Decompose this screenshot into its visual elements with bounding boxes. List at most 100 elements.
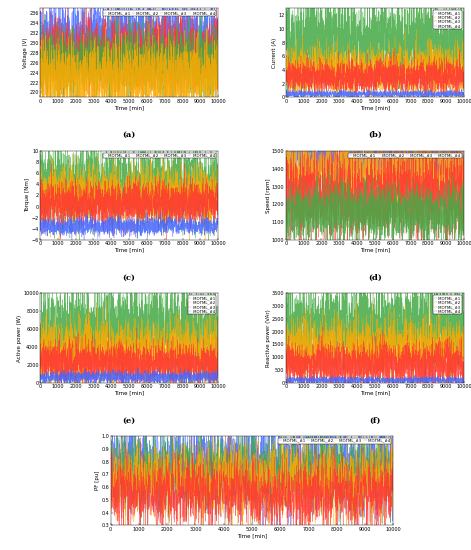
- IMOTML_#3: [122, 524, 128, 530]
- IMOTML_#2: [215, 43, 221, 50]
- IMOTML_#2: [283, 172, 289, 178]
- IMOTML_#3: [46, 44, 52, 51]
- IMOTML_#2: [215, 214, 221, 221]
- IMOTML_#4: [210, 96, 216, 102]
- IMOTML_#4: [122, 482, 128, 489]
- IMOTML_#4: [456, 238, 462, 245]
- Y-axis label: Reactive power (VAr): Reactive power (VAr): [266, 309, 270, 367]
- IMOTML_#2: [39, 381, 45, 388]
- Line: IMOTML_#2: IMOTML_#2: [40, 301, 218, 384]
- IMOTML_#1: [238, 484, 244, 491]
- Text: (f): (f): [369, 416, 381, 425]
- IMOTML_#2: [210, 179, 216, 185]
- IMOTML_#4: [283, 376, 289, 382]
- IMOTML_#1: [119, 160, 125, 166]
- IMOTML_#3: [291, 145, 296, 152]
- IMOTML_#1: [292, 309, 298, 315]
- IMOTML_#1: [210, 334, 216, 341]
- IMOTML_#1: [245, 483, 251, 490]
- IMOTML_#2: [283, 353, 289, 360]
- IMOTML_#1: [283, 146, 289, 153]
- IMOTML_#2: [370, 162, 375, 169]
- IMOTML_#2: [292, 152, 298, 159]
- IMOTML_#4: [124, 218, 130, 224]
- IMOTML_#3: [178, 201, 183, 207]
- IMOTML_#3: [178, 351, 183, 358]
- IMOTML_#1: [331, 487, 336, 493]
- IMOTML_#4: [238, 471, 244, 478]
- IMOTML_#2: [46, 173, 52, 180]
- IMOTML_#1: [124, 200, 130, 207]
- IMOTML_#2: [382, 466, 388, 472]
- IMOTML_#2: [119, 350, 125, 356]
- IMOTML_#3: [124, 431, 130, 437]
- IMOTML_#4: [456, 91, 462, 98]
- IMOTML_#2: [56, 238, 62, 245]
- IMOTML_#3: [181, 160, 187, 167]
- Line: IMOTML_#2: IMOTML_#2: [286, 300, 464, 384]
- IMOTML_#4: [158, 209, 163, 216]
- Line: IMOTML_#1: IMOTML_#1: [40, 7, 218, 94]
- Line: IMOTML_#2: IMOTML_#2: [286, 149, 464, 227]
- IMOTML_#1: [37, 26, 43, 32]
- IMOTML_#1: [284, 288, 290, 294]
- IMOTML_#1: [382, 475, 388, 482]
- X-axis label: Time [min]: Time [min]: [114, 390, 144, 395]
- IMOTML_#1: [456, 356, 462, 362]
- IMOTML_#3: [456, 178, 462, 185]
- IMOTML_#2: [40, 96, 45, 102]
- IMOTML_#3: [119, 207, 125, 214]
- IMOTML_#1: [206, 239, 211, 245]
- IMOTML_#3: [283, 355, 289, 361]
- IMOTML_#1: [456, 3, 462, 9]
- IMOTML_#1: [39, 288, 44, 295]
- IMOTML_#4: [296, 433, 301, 439]
- IMOTML_#1: [211, 155, 216, 161]
- IMOTML_#2: [210, 60, 216, 67]
- IMOTML_#3: [210, 59, 216, 66]
- IMOTML_#1: [119, 294, 125, 300]
- IMOTML_#3: [124, 96, 130, 102]
- IMOTML_#3: [461, 365, 467, 371]
- IMOTML_#1: [284, 3, 290, 9]
- IMOTML_#4: [284, 379, 290, 386]
- IMOTML_#3: [210, 205, 216, 212]
- IMOTML_#1: [138, 524, 143, 531]
- Line: IMOTML_#2: IMOTML_#2: [286, 28, 464, 98]
- IMOTML_#2: [365, 341, 371, 348]
- IMOTML_#3: [119, 365, 125, 372]
- IMOTML_#4: [215, 39, 221, 45]
- IMOTML_#4: [38, 379, 43, 386]
- IMOTML_#3: [292, 350, 298, 356]
- IMOTML_#2: [114, 431, 119, 437]
- IMOTML_#1: [337, 205, 343, 211]
- IMOTML_#2: [122, 450, 128, 457]
- IMOTML_#4: [124, 371, 130, 377]
- IMOTML_#3: [124, 203, 130, 210]
- IMOTML_#2: [382, 497, 388, 503]
- IMOTML_#2: [283, 75, 289, 81]
- IMOTML_#2: [119, 191, 125, 197]
- IMOTML_#4: [370, 378, 375, 384]
- IMOTML_#2: [178, 340, 183, 347]
- IMOTML_#1: [365, 30, 371, 36]
- IMOTML_#4: [37, 373, 43, 380]
- Line: IMOTML_#4: IMOTML_#4: [40, 367, 218, 383]
- IMOTML_#4: [333, 162, 339, 169]
- Line: IMOTML_#2: IMOTML_#2: [40, 7, 218, 99]
- IMOTML_#3: [284, 381, 290, 387]
- IMOTML_#3: [423, 166, 429, 173]
- IMOTML_#4: [46, 377, 52, 383]
- IMOTML_#2: [456, 323, 462, 329]
- IMOTML_#1: [215, 311, 221, 317]
- IMOTML_#2: [365, 148, 371, 155]
- IMOTML_#1: [461, 24, 467, 30]
- IMOTML_#4: [119, 85, 125, 92]
- IMOTML_#3: [211, 86, 216, 93]
- IMOTML_#3: [456, 95, 462, 102]
- IMOTML_#2: [178, 175, 183, 182]
- IMOTML_#1: [370, 309, 375, 315]
- IMOTML_#3: [423, 60, 429, 67]
- IMOTML_#3: [461, 197, 467, 204]
- IMOTML_#1: [456, 3, 462, 9]
